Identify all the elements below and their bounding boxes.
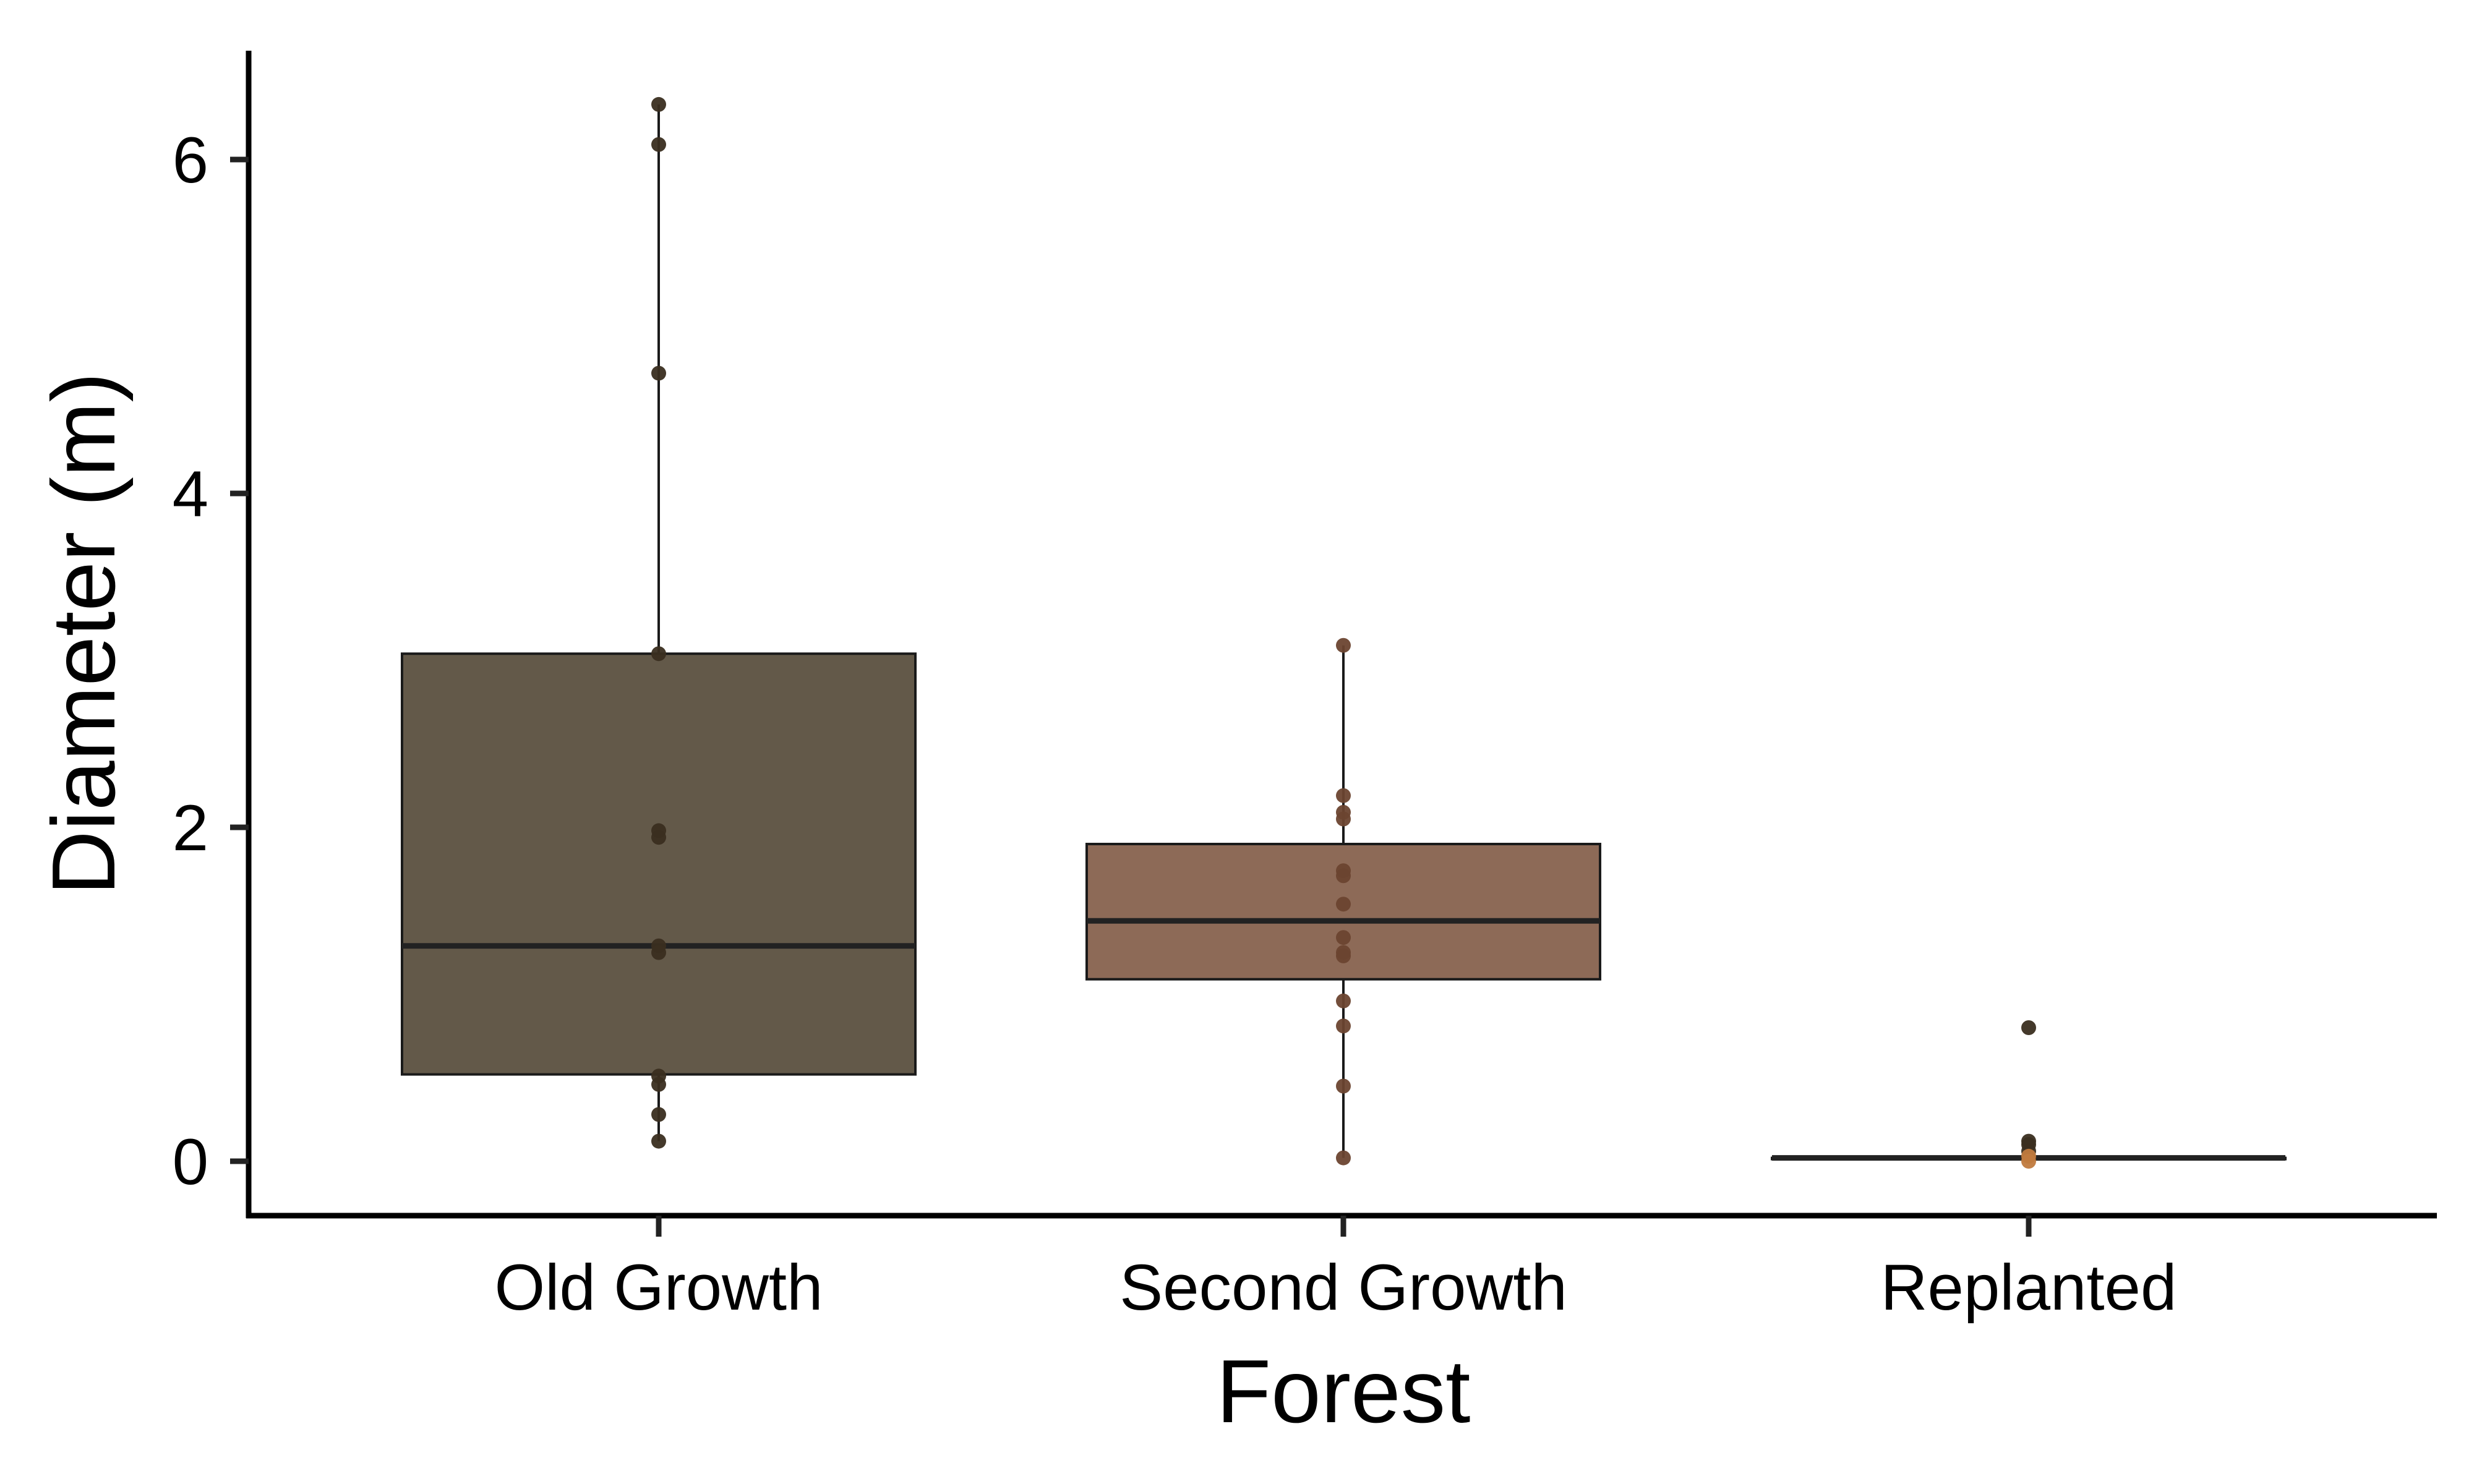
plot-area [401, 96, 2287, 1169]
data-point [651, 646, 666, 662]
data-point [651, 1133, 666, 1149]
data-point [1336, 1018, 1351, 1034]
data-point [1336, 993, 1351, 1009]
data-point [1336, 638, 1351, 653]
data-point [651, 1107, 666, 1122]
data-point [1336, 1150, 1351, 1166]
y-axis-ticks: 0 2 4 6 [173, 124, 249, 1198]
y-tick-label: 0 [173, 1126, 208, 1198]
box-group-old-growth [401, 96, 917, 1149]
data-point [651, 96, 666, 112]
data-point [1336, 868, 1351, 884]
data-point [1336, 897, 1351, 912]
data-point [2021, 1020, 2036, 1035]
axes: 0 2 4 6 Old Growth Second Growth Replanted [173, 51, 2437, 1324]
data-point [651, 945, 666, 960]
data-point [651, 1077, 666, 1092]
data-point [1336, 948, 1351, 963]
x-axis-title: Forest [1217, 1341, 1471, 1441]
x-tick-label: Replanted [1881, 1252, 2177, 1324]
data-point [1336, 1078, 1351, 1094]
data-point [1336, 811, 1351, 827]
data-point [651, 830, 666, 845]
data-point [1336, 930, 1351, 945]
box-group-replanted [1771, 1020, 2287, 1169]
y-axis-title: Diameter (m) [33, 372, 134, 895]
box-group-second-growth [1085, 638, 1601, 1166]
x-axis-ticks: Old Growth Second Growth Replanted [495, 1216, 2177, 1324]
x-tick-label: Old Growth [495, 1252, 823, 1324]
y-tick-label: 6 [173, 124, 208, 197]
data-point [2021, 1154, 2036, 1169]
data-point [651, 365, 666, 381]
box [401, 652, 917, 1076]
x-tick-label: Second Growth [1119, 1252, 1567, 1324]
data-point [651, 137, 666, 152]
y-tick-label: 4 [173, 458, 208, 531]
data-point [1336, 788, 1351, 803]
y-tick-label: 2 [173, 792, 208, 864]
